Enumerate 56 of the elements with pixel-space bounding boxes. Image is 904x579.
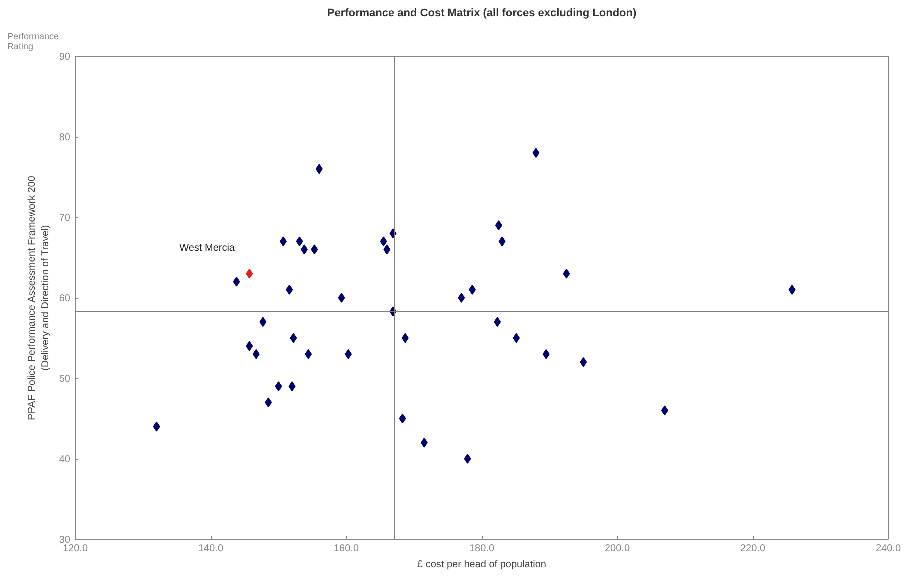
point <box>542 349 550 360</box>
x-tick-label: 120.0 <box>62 544 88 554</box>
y-tick-label: 80 <box>59 132 71 144</box>
point <box>246 268 254 279</box>
y-axis-title: PPAF Police Performance Assessment Framework 200 (Delivery and Direction of Travel) <box>27 176 52 420</box>
x-tick-label: 200.0 <box>604 544 630 554</box>
point <box>265 398 272 408</box>
point <box>316 164 323 174</box>
point <box>469 284 476 295</box>
point <box>384 244 391 255</box>
point <box>495 220 502 231</box>
y-tick-label: 70 <box>59 213 71 224</box>
point <box>233 276 240 287</box>
point <box>345 349 352 360</box>
x-tick-label: 220.0 <box>740 544 766 554</box>
point <box>300 244 308 255</box>
point <box>420 438 428 448</box>
y-tick-label: 30 <box>59 535 71 546</box>
point <box>280 236 287 247</box>
point <box>498 236 506 247</box>
point <box>311 244 318 255</box>
point <box>458 293 466 303</box>
point <box>338 293 346 303</box>
point <box>286 284 294 295</box>
y-tick-label: 90 <box>59 52 71 63</box>
point <box>380 236 388 247</box>
point <box>788 284 796 295</box>
point <box>661 406 668 416</box>
x-tick-label: 160.0 <box>334 544 360 554</box>
point <box>399 414 406 424</box>
point <box>532 148 540 158</box>
point <box>275 382 282 392</box>
point <box>290 333 298 344</box>
point <box>563 268 570 279</box>
point <box>288 382 296 392</box>
x-tick-label: 180.0 <box>469 544 495 554</box>
y-tick-label: 60 <box>59 294 71 304</box>
point <box>252 349 260 360</box>
x-tick-label: 240.0 <box>876 544 902 554</box>
text: West Mercia <box>180 242 236 254</box>
y-tick-label: 40 <box>59 454 71 466</box>
chart-title: Performance and Cost Matrix (all forces excluding London) <box>327 8 637 20</box>
point <box>402 333 409 344</box>
point <box>494 317 502 328</box>
y-tick-label: 50 <box>59 374 71 385</box>
x-axis-title: £ cost per head of population <box>418 560 546 570</box>
point <box>513 333 520 344</box>
point <box>153 422 160 432</box>
point <box>246 341 254 352</box>
text: Performance Rating <box>8 32 60 52</box>
x-tick-label: 140.0 <box>198 544 224 554</box>
point <box>464 454 472 464</box>
point <box>296 236 304 247</box>
point <box>305 349 312 360</box>
point <box>260 317 267 328</box>
point <box>580 357 588 368</box>
